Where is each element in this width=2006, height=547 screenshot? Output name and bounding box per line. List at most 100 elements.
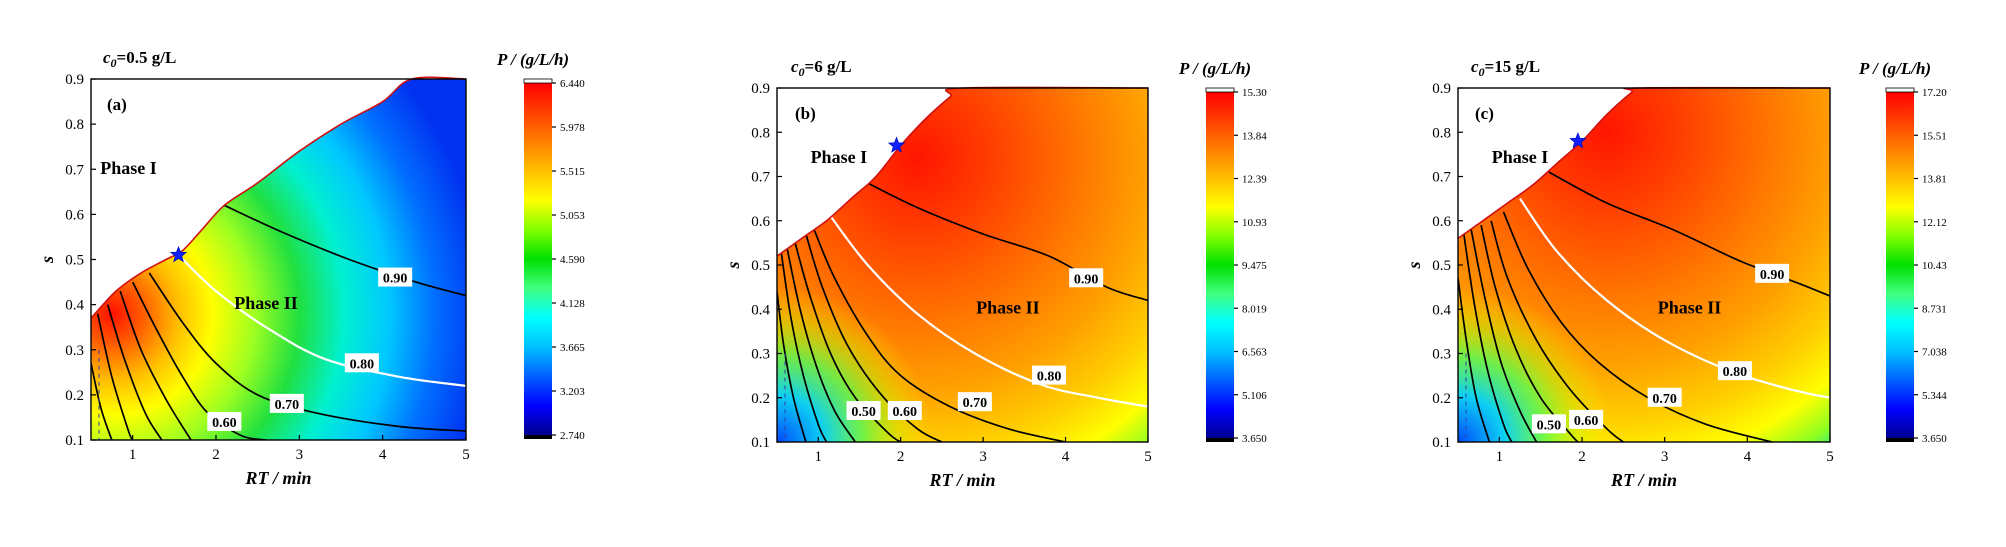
- panel-title-rest: =15 g/L: [1485, 57, 1541, 76]
- panel-c: 0.900.800.700.600.501 2 3 4 50.10.20.30.40.5…: [1404, 57, 1947, 490]
- contour-line: [780, 251, 828, 442]
- y-tick-label: 0.1: [751, 435, 770, 451]
- y-tick-label: 0.7: [65, 162, 84, 178]
- colorbar-tick-label: 5.106: [1242, 390, 1267, 402]
- colorbar-tick-label: 8.731: [1922, 303, 1947, 315]
- colorbar-tick-label: 17.20: [1922, 87, 1947, 99]
- y-tick-label: 0.8: [65, 117, 84, 133]
- y-axis-title: s: [1404, 261, 1424, 269]
- y-tick-label: 0.8: [1432, 125, 1451, 141]
- colorbar-tick-label: 5.978: [560, 122, 585, 134]
- colorbar-tick-label: 4.128: [560, 298, 585, 310]
- contour-label: 0.90: [1069, 268, 1104, 288]
- contour-label-text: 0.60: [893, 405, 918, 420]
- y-axis-title: s: [37, 256, 57, 264]
- x-tick-label: 3: [1661, 449, 1669, 465]
- colorbar-tick-label: 13.81: [1922, 174, 1947, 186]
- contour-line: [786, 247, 857, 442]
- panel-title: c0=0.5 g/L: [103, 48, 176, 70]
- colorbar-top-cap: [1885, 87, 1915, 93]
- phase-2-label: Phase II: [1658, 298, 1722, 318]
- contour-label: 0.90: [1755, 263, 1790, 283]
- y-tick-label: 0.6: [1432, 214, 1451, 230]
- contour-label-text: 0.80: [1037, 370, 1062, 385]
- x-tick-label: 1: [814, 449, 822, 465]
- contour-line: [1502, 211, 1773, 442]
- panel-tag: (b): [795, 104, 816, 123]
- contour-line: [223, 204, 466, 297]
- contour-label: 0.50: [846, 401, 881, 421]
- colorbar-tick-label: 10.43: [1922, 260, 1947, 272]
- panel-title-rest: =0.5 g/L: [117, 48, 177, 67]
- contour-label: 0.70: [269, 393, 304, 413]
- colorbar-title: P / (g/L/h): [1858, 59, 1931, 78]
- y-tick-label: 0.7: [751, 170, 770, 186]
- panel-a: 0.900.800.700.601 2 3 4 50.10.20.30.40.50.60…: [37, 48, 585, 488]
- colorbar-bottom-cap: [524, 435, 552, 439]
- optimum-star-icon: [1569, 131, 1587, 149]
- x-tick-label: 5: [462, 447, 470, 463]
- phase-2-label: Phase II: [234, 293, 298, 313]
- colorbar-tick-label: 4.590: [560, 254, 585, 266]
- panel-title-sub: 0: [1479, 65, 1485, 79]
- phase-1-label: Phase I: [100, 158, 157, 178]
- colorbar-top-cap: [1205, 87, 1235, 93]
- x-tick-label: 1: [1496, 449, 1504, 465]
- panel-title-main: c: [791, 57, 799, 76]
- panel-b: 0.900.800.700.600.501 2 3 4 50.10.20.30.40.5…: [723, 57, 1267, 490]
- y-tick-label: 0.2: [65, 388, 84, 404]
- contour-label-text: 0.50: [1537, 418, 1562, 433]
- x-tick-label: 2: [212, 447, 220, 463]
- x-axis-title: RT / min: [1610, 470, 1677, 490]
- contour-label: 0.80: [1717, 361, 1752, 381]
- contour-field: [91, 79, 466, 441]
- contour-line: [1519, 197, 1830, 399]
- contour-label-text: 0.90: [1760, 268, 1785, 283]
- x-tick-label: 2: [1578, 449, 1586, 465]
- contour-line: [813, 229, 1066, 442]
- y-tick-label: 0.5: [751, 258, 770, 274]
- contour-label-text: 0.70: [275, 398, 300, 413]
- contour-line: [96, 313, 134, 441]
- y-tick-label: 0.3: [1432, 347, 1451, 363]
- colorbar-tick-label: 5.344: [1922, 390, 1947, 402]
- y-tick-label: 0.4: [65, 298, 84, 314]
- colorbar-gradient: [524, 83, 552, 435]
- contour-line: [148, 272, 466, 432]
- panel-title-main: c: [1471, 57, 1479, 76]
- panel-title: c0=15 g/L: [1471, 57, 1540, 79]
- x-tick-label: 3: [296, 447, 304, 463]
- colorbar-tick-label: 3.650: [1922, 433, 1947, 445]
- contour-label-text: 0.80: [350, 357, 375, 372]
- colorbar-tick-label: 3.650: [1242, 433, 1267, 445]
- contour-line: [829, 215, 1148, 408]
- panel-tag: (c): [1475, 104, 1494, 123]
- colorbar-tick-label: 3.203: [560, 386, 585, 398]
- y-tick-label: 0.2: [1432, 391, 1451, 407]
- colorbar-tick-label: 6.563: [1242, 347, 1267, 359]
- contour-label: 0.50: [1531, 414, 1566, 434]
- contour-label-text: 0.90: [383, 272, 408, 287]
- colorbar-top-cap: [523, 78, 553, 84]
- colorbar-tick-label: 10.93: [1242, 217, 1267, 229]
- contour-line: [131, 281, 267, 441]
- y-tick-label: 0.5: [65, 253, 84, 269]
- panel-title: c0=6 g/L: [791, 57, 852, 79]
- y-tick-label: 0.7: [1432, 170, 1451, 186]
- contour-line: [777, 291, 807, 442]
- colorbar-gradient: [1886, 92, 1914, 438]
- colorbar-tick-label: 13.84: [1242, 130, 1267, 142]
- panel-title-main: c: [103, 48, 111, 67]
- x-tick-label: 4: [1062, 449, 1070, 465]
- contour-line: [863, 180, 1148, 302]
- contour-label: 0.70: [1647, 387, 1682, 407]
- contour-label-text: 0.90: [1074, 272, 1099, 287]
- colorbar-tick-label: 15.30: [1242, 87, 1267, 99]
- contour-line: [805, 233, 943, 442]
- contour-line: [1470, 229, 1538, 442]
- x-tick-label: 4: [1744, 449, 1752, 465]
- x-tick-label: 5: [1826, 449, 1834, 465]
- colorbar-tick-label: 9.475: [1242, 260, 1267, 272]
- contour-line: [106, 304, 163, 441]
